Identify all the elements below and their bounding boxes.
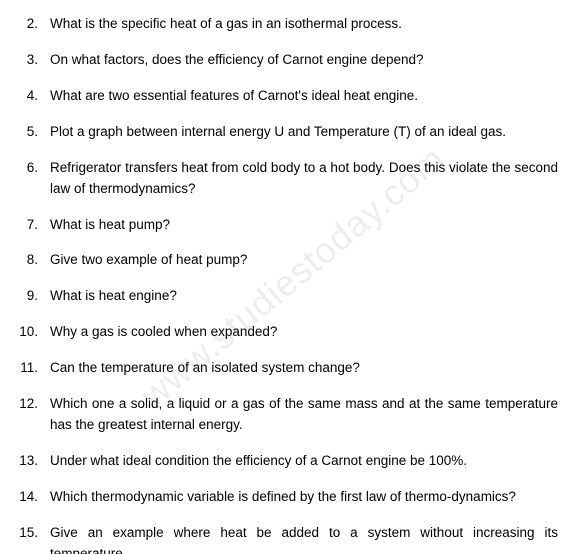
question-number: 15. — [18, 523, 50, 544]
question-number: 14. — [18, 487, 50, 508]
question-text: Refrigerator transfers heat from cold bo… — [50, 158, 558, 200]
question-text: On what factors, does the efficiency of … — [50, 50, 558, 71]
question-text: Which thermodynamic variable is defined … — [50, 487, 558, 508]
question-number: 11. — [18, 358, 50, 379]
question-text: Which one a solid, a liquid or a gas of … — [50, 394, 558, 436]
question-number: 3. — [18, 50, 50, 71]
question-item: 4. What are two essential features of Ca… — [18, 86, 558, 107]
question-number: 7. — [18, 215, 50, 236]
question-text: What is the specific heat of a gas in an… — [50, 14, 558, 35]
question-number: 5. — [18, 122, 50, 143]
question-number: 12. — [18, 394, 50, 415]
question-text: Give two example of heat pump? — [50, 250, 558, 271]
question-item: 8. Give two example of heat pump? — [18, 250, 558, 271]
question-text: Give an example where heat be added to a… — [50, 523, 558, 554]
question-item: 2. What is the specific heat of a gas in… — [18, 14, 558, 35]
question-text: What is heat engine? — [50, 286, 558, 307]
question-item: 7. What is heat pump? — [18, 215, 558, 236]
question-item: 3. On what factors, does the efficiency … — [18, 50, 558, 71]
question-item: 14. Which thermodynamic variable is defi… — [18, 487, 558, 508]
question-text: Under what ideal condition the efficienc… — [50, 451, 558, 472]
question-item: 5. Plot a graph between internal energy … — [18, 122, 558, 143]
question-text: Plot a graph between internal energy U a… — [50, 122, 558, 143]
question-text: What are two essential features of Carno… — [50, 86, 558, 107]
question-number: 13. — [18, 451, 50, 472]
question-item: 15. Give an example where heat be added … — [18, 523, 558, 554]
question-number: 10. — [18, 322, 50, 343]
question-number: 8. — [18, 250, 50, 271]
question-item: 6. Refrigerator transfers heat from cold… — [18, 158, 558, 200]
question-number: 6. — [18, 158, 50, 179]
question-text: Why a gas is cooled when expanded? — [50, 322, 558, 343]
question-list: 2. What is the specific heat of a gas in… — [0, 0, 586, 554]
question-number: 2. — [18, 14, 50, 35]
question-text: What is heat pump? — [50, 215, 558, 236]
question-item: 9. What is heat engine? — [18, 286, 558, 307]
question-item: 10. Why a gas is cooled when expanded? — [18, 322, 558, 343]
question-item: 11. Can the temperature of an isolated s… — [18, 358, 558, 379]
question-number: 9. — [18, 286, 50, 307]
question-item: 13. Under what ideal condition the effic… — [18, 451, 558, 472]
question-text: Can the temperature of an isolated syste… — [50, 358, 558, 379]
question-item: 12. Which one a solid, a liquid or a gas… — [18, 394, 558, 436]
question-number: 4. — [18, 86, 50, 107]
